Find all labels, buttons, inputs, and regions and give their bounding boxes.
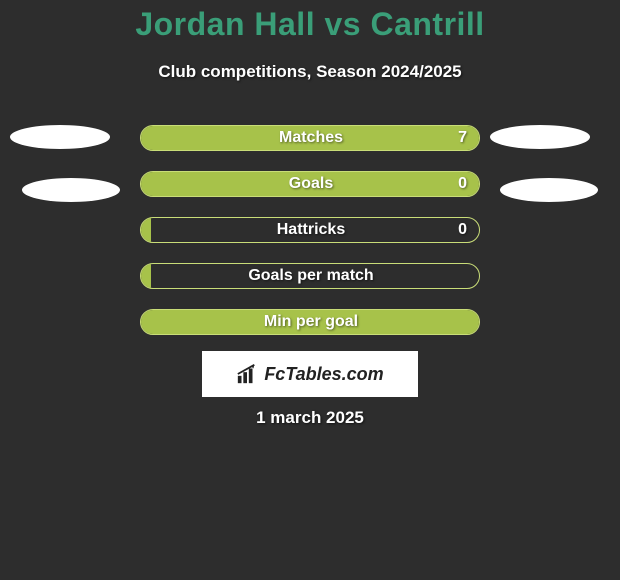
date-label: 1 march 2025	[0, 408, 620, 428]
stat-row: Goals0	[140, 171, 480, 197]
stat-row: Min per goal	[140, 309, 480, 335]
decor-ellipse-left2	[22, 178, 120, 202]
stat-row-label: Goals per match	[141, 267, 480, 285]
decor-ellipse-right1	[490, 125, 590, 149]
decor-ellipse-left1	[10, 125, 110, 149]
stat-row: Hattricks0	[140, 217, 480, 243]
stat-row-value: 0	[458, 175, 467, 193]
stat-row: Goals per match	[140, 263, 480, 289]
brand-name: FcTables.com	[264, 364, 383, 385]
stat-row-value: 0	[458, 221, 467, 239]
comparison-infographic: Jordan Hall vs Cantrill Club competition…	[0, 0, 620, 580]
stat-row-label: Goals	[141, 175, 480, 193]
stat-row: Matches7	[140, 125, 480, 151]
page-subtitle: Club competitions, Season 2024/2025	[0, 62, 620, 82]
stat-row-value: 7	[458, 129, 467, 147]
brand-logo-box: FcTables.com	[202, 351, 418, 397]
bar-chart-icon	[236, 363, 258, 385]
page-title: Jordan Hall vs Cantrill	[0, 6, 620, 43]
stat-row-label: Matches	[141, 129, 480, 147]
stat-row-label: Hattricks	[141, 221, 480, 239]
stat-row-label: Min per goal	[141, 313, 480, 331]
decor-ellipse-right2	[500, 178, 598, 202]
